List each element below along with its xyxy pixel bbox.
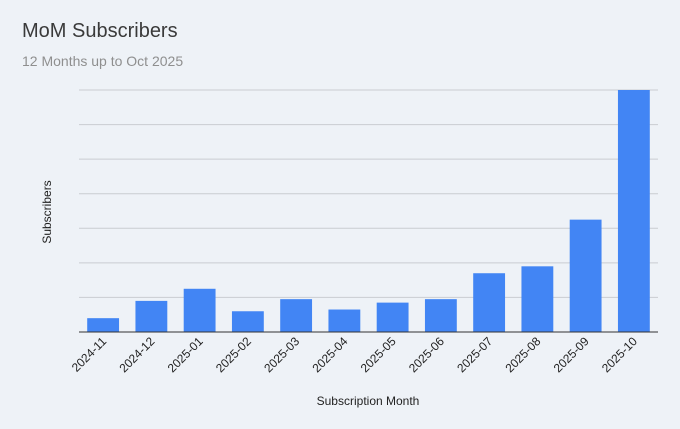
bar-2025-03 <box>280 299 313 332</box>
bar-2025-06 <box>424 299 457 332</box>
x-tick-label: 2024-12 <box>116 334 157 375</box>
x-tick-labels: 2024-11 2024-12 2025-01 2025-02 2025-03 2025-… <box>69 334 640 375</box>
x-tick-label: 2025-07 <box>454 334 495 375</box>
bars <box>87 90 650 332</box>
bar-2025-07 <box>473 273 506 332</box>
x-tick-label: 2025-04 <box>309 334 350 375</box>
x-axis-label: Subscription Month <box>317 394 420 408</box>
bar-2025-10 <box>617 90 650 332</box>
x-tick-label: 2024-11 <box>69 334 110 375</box>
gridlines <box>79 89 658 298</box>
bar-2024-11 <box>87 318 120 332</box>
bar-2025-04 <box>328 309 361 332</box>
y-axis-label: Subscribers <box>40 180 54 243</box>
x-tick-label: 2025-09 <box>551 334 592 375</box>
bar-2025-08 <box>521 266 554 332</box>
x-tick-label: 2025-02 <box>213 334 254 375</box>
x-tick-label: 2025-05 <box>358 334 399 375</box>
x-tick-label: 2025-06 <box>406 334 447 375</box>
chart-title: MoM Subscribers <box>22 20 178 42</box>
bar-2025-05 <box>376 302 409 332</box>
bar-2025-02 <box>231 311 264 332</box>
x-tick-label: 2025-03 <box>261 334 302 375</box>
x-tick-label: 2025-01 <box>165 334 206 375</box>
bar-2025-01 <box>183 288 216 332</box>
x-tick-label: 2025-08 <box>502 334 543 375</box>
chart-subtitle: 12 Months up to Oct 2025 <box>22 53 184 69</box>
x-tick-label: 2025-10 <box>599 334 640 375</box>
bar-2025-09 <box>569 219 602 332</box>
bar-2024-12 <box>135 300 168 332</box>
